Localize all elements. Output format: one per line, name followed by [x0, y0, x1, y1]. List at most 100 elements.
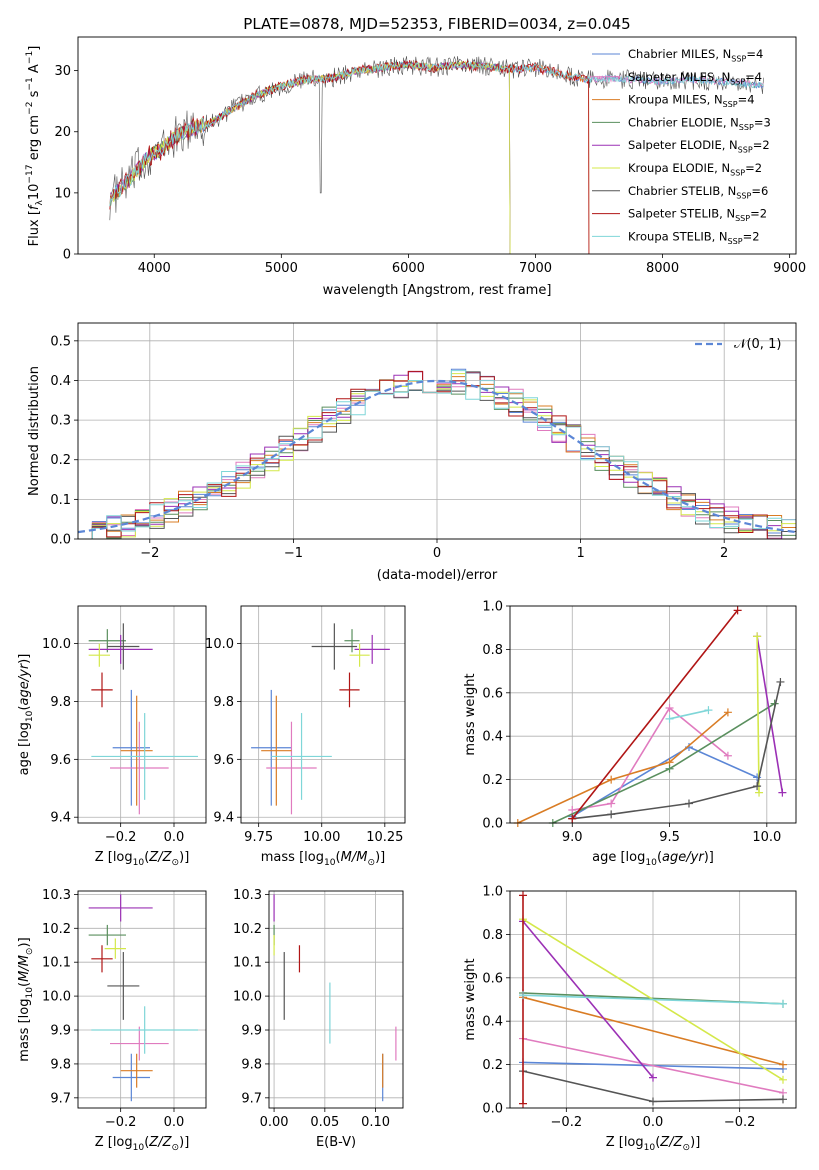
spectrum-xtick-label: 5000: [265, 261, 298, 276]
spectrum-legend-label: Salpeter ELODIE, NSSP​=2: [628, 138, 770, 154]
age-vs-z-ytick-label: 9.4: [50, 811, 71, 826]
mw-vs-z-ytick-label: 0.2: [482, 1058, 503, 1073]
mw-vs-age-marker-chabrier_stelib: [607, 810, 616, 819]
residuals-xtick-label: −2: [140, 546, 159, 561]
residuals-hist-kroupa_stelib: [78, 370, 796, 539]
age-vs-z-ytick-label: 9.6: [50, 753, 71, 768]
residuals-legend-label: 𝒩(0, 1): [734, 337, 781, 352]
mw-vs-age-marker-chabrier_stelib: [753, 782, 762, 791]
residuals-xlabel: (data-model)/error: [377, 568, 498, 583]
mw-vs-age-ytick-label: 0.4: [482, 730, 503, 745]
mw-vs-z-ylabel: mass weight: [463, 958, 478, 1040]
mw-vs-age-xtick-label: 9.5: [659, 830, 680, 845]
spectrum-line-kroupa_miles: [109, 59, 590, 254]
spectrum-xtick-label: 4000: [138, 261, 171, 276]
mw-vs-age-marker-kroupa_elodie: [755, 788, 764, 797]
mw-vs-age-line-kroupa_stelib: [669, 709, 709, 720]
spectrum-legend-label: Chabrier ELODIE, NSSP​=3: [628, 115, 771, 131]
xlabel-z: Z [log10​(Z/Z⊙​)]: [606, 1135, 701, 1153]
mw-vs-z-frame: [509, 890, 797, 1109]
mw-vs-age-line-salpeter_stelib: [571, 609, 739, 820]
mw-vs-age-line-kroupa_elodie: [756, 636, 760, 793]
spectrum-xtick-label: 7000: [519, 261, 552, 276]
age-vs-mass-frame: [240, 605, 406, 824]
mass-vs-ebv-ytick-label: 9.8: [241, 1057, 262, 1072]
mw-vs-z-xtick-label: −0.2: [551, 1115, 583, 1130]
mass-vs-ebv-xlabel: E(B-V): [316, 1135, 356, 1150]
age-vs-z-ytick-label: 10.0: [42, 637, 71, 652]
age-vs-z-xtick-label: 0.0: [164, 830, 185, 845]
mw-vs-z-marker-kroupa_elodie: [779, 1075, 787, 1084]
age-vs-z-ylabel: age [log10​(age/yr)]: [17, 654, 35, 776]
mw-vs-age-marker-salpeter_miles: [723, 751, 732, 760]
spectrum-legend-label: Salpeter STELIB, NSSP​=2: [628, 207, 767, 223]
mass-vs-z-xtick-label: −0.2: [105, 1115, 137, 1130]
spectrum-line-salpeter_elodie: [109, 60, 511, 254]
mass-vs-z-frame: [77, 890, 207, 1109]
mw-vs-age-xtick-label: 9.0: [562, 830, 583, 845]
mw-vs-age-marker-salpeter_stelib: [733, 606, 742, 615]
mass-vs-ebv-frame: [268, 890, 404, 1109]
spectrum-ytick-label: 30: [54, 64, 71, 79]
mw-vs-age-ytick-label: 1.0: [482, 600, 503, 615]
mw-vs-z-marker-salpeter_stelib: [519, 1099, 527, 1108]
age-vs-mass-xlabel: mass [log10​(M/M⊙​)]: [261, 850, 385, 868]
mw-vs-z-marker-chabrier_stelib: [649, 1097, 657, 1106]
mw-vs-age-marker-salpeter_miles: [607, 799, 616, 808]
mw-vs-age-marker-kroupa_stelib: [704, 706, 713, 715]
residuals-xtick-label: −1: [284, 546, 303, 561]
mw-vs-z-marker-salpeter_elodie: [649, 1073, 657, 1082]
mass-vs-ebv-ytick-label: 10.2: [233, 922, 262, 937]
mw-vs-z-marker-chabrier_stelib: [779, 1095, 787, 1104]
spectrum-legend-label: Kroupa ELODIE, NSSP​=2: [628, 161, 762, 177]
mw-vs-z-line-salpeter_elodie: [522, 920, 654, 1079]
residuals-xtick-label: 0: [433, 546, 441, 561]
age-vs-mass-ytick-label: 9.6: [213, 753, 234, 768]
mw-vs-age-marker-salpeter_stelib: [568, 814, 577, 823]
spectrum-legend-label: Chabrier STELIB, NSSP​=6: [628, 184, 768, 200]
spectrum-line-kroupa_elodie: [109, 60, 511, 254]
mass-vs-ebv-ytick-label: 10.3: [233, 888, 262, 903]
spectrum-xtick-label: 9000: [773, 261, 806, 276]
figure-title: PLATE=0878, MJD=52353, FIBERID=0034, z=0…: [243, 15, 630, 33]
residuals-ytick-label: 0.5: [50, 334, 71, 349]
age-vs-mass-xtick-label: 9.75: [244, 830, 273, 845]
mw-vs-z-xtick-label: −0.2: [724, 1115, 756, 1130]
mw-vs-age-marker-salpeter_elodie: [778, 788, 787, 797]
spectrum-xtick-label: 8000: [646, 261, 679, 276]
residuals-ytick-label: 0.1: [50, 493, 71, 508]
mw-vs-age-ytick-label: 0.0: [482, 817, 503, 832]
spectrum-xlabel: wavelength [Angstrom, rest frame]: [323, 283, 552, 298]
age-vs-mass-xtick-label: 10.25: [366, 830, 403, 845]
spectrum-line-chabrier_elodie: [109, 60, 511, 254]
mw-vs-z-ytick-label: 0.0: [482, 1102, 503, 1117]
age-vs-mass-ytick-label: 10.0: [205, 637, 234, 652]
spectrum-legend-label: Chabrier MILES, NSSP​=4: [628, 47, 763, 63]
mw-vs-age-marker-kroupa_elodie: [753, 632, 762, 641]
mw-vs-z-ytick-label: 1.0: [482, 885, 503, 900]
mass-vs-ebv-ytick-label: 10.0: [233, 990, 262, 1005]
mass-vs-ebv-xtick-label: 0.00: [260, 1115, 289, 1130]
age-vs-mass-ytick-label: 9.4: [213, 811, 234, 826]
mw-vs-z-line-salpeter_miles: [522, 1037, 784, 1094]
age-vs-mass-ytick-label: 9.8: [213, 695, 234, 710]
mass-vs-z-ytick-label: 9.9: [50, 1024, 71, 1039]
mw-vs-age-marker-chabrier_stelib: [684, 799, 693, 808]
residuals-normal-curve: [77, 379, 797, 534]
mass-vs-ebv-ytick-label: 9.7: [241, 1091, 262, 1106]
spectrum-legend-label: Kroupa STELIB, NSSP​=2: [628, 229, 760, 245]
mw-vs-age-ytick-label: 0.8: [482, 643, 503, 658]
mw-vs-age-xtick-label: 10.0: [752, 830, 781, 845]
mw-vs-age-marker-salpeter_miles: [665, 703, 674, 712]
mw-vs-age-ytick-label: 0.6: [482, 686, 503, 701]
residuals-xtick-label: 2: [720, 546, 728, 561]
xlabel-z: Z [log10​(Z/Z⊙​)]: [95, 850, 190, 868]
xlabel-z: Z [log10​(Z/Z⊙​)]: [95, 1135, 190, 1153]
mass-vs-z-ytick-label: 9.8: [50, 1057, 71, 1072]
mw-vs-age-marker-chabrier_elodie: [665, 764, 674, 773]
spectrum-xtick-label: 6000: [392, 261, 425, 276]
spectrum-legend-label: Salpeter MILES, NSSP​=4: [628, 70, 762, 86]
mass-vs-z-ytick-label: 10.0: [42, 990, 71, 1005]
spectrum-legend-label: Kroupa MILES, NSSP​=4: [628, 93, 755, 109]
residuals-ylabel: Normed distribution: [27, 366, 42, 496]
